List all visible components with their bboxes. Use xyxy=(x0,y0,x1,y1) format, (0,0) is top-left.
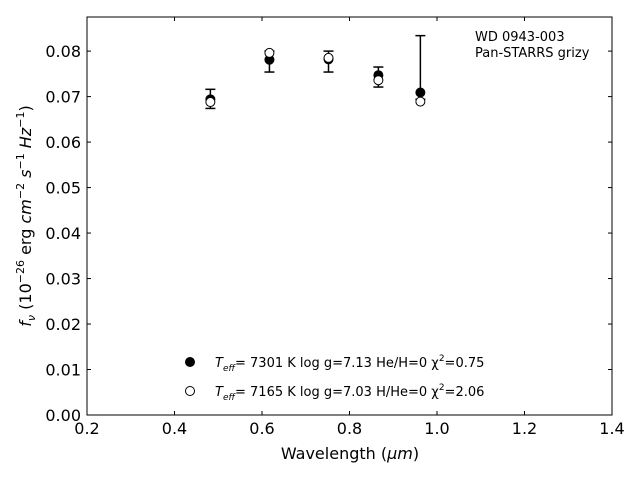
legend: Teff= 7301 K log g=7.13 He/H=0 χ2=0.75 T… xyxy=(185,354,484,403)
y-label-open: (10 xyxy=(16,283,35,315)
plot-frame xyxy=(86,16,613,416)
x-tick-label: 1.2 xyxy=(512,419,537,438)
x-tick-label: 0.4 xyxy=(162,419,187,438)
legend-marker-open xyxy=(185,386,195,396)
y-tick-label: 0.02 xyxy=(45,315,81,334)
legend-2-sub: eff xyxy=(223,393,237,403)
y-label-exp26: −26 xyxy=(14,260,27,283)
legend-1-teff: T xyxy=(215,356,224,371)
y-tick-label: 0.01 xyxy=(45,361,81,380)
x-tick-label: 0.6 xyxy=(249,419,274,438)
legend-2-chi: =2.06 xyxy=(445,385,485,400)
y-label-exp1a: −1 xyxy=(14,153,27,169)
legend-label-1: Teff= 7301 K log g=7.13 He/H=0 χ2=0.75 xyxy=(215,354,484,374)
y-tick-label: 0.03 xyxy=(45,270,81,289)
legend-1-chi: =0.75 xyxy=(445,356,485,371)
model-point-open xyxy=(323,52,334,63)
y-label-exp2: −2 xyxy=(14,183,27,199)
legend-2-teff: T xyxy=(215,385,224,400)
data-marks xyxy=(205,34,426,110)
x-tick-label: 0.8 xyxy=(337,419,362,438)
axis-ticks: 0.2 0.4 0.6 0.8 1.0 1.2 1.4 0.00 0.01 0.02 0.03 0.0… xyxy=(45,17,625,438)
x-axis-label-unit: μm xyxy=(386,444,413,463)
y-tick-label: 0.04 xyxy=(45,224,81,243)
legend-1-sub: eff xyxy=(223,364,237,374)
x-tick-label: 1.4 xyxy=(599,419,624,438)
y-label-f: f xyxy=(16,319,35,327)
y-label-erg: erg xyxy=(16,224,35,260)
x-axis-label: Wavelength (μm) xyxy=(281,444,419,463)
annotation-line-1: WD 0943-003 xyxy=(475,30,565,45)
legend-label-2: Teff= 7165 K log g=7.03 H/He=0 χ2=2.06 xyxy=(215,383,484,403)
annotation-line-2: Pan-STARRS grizy xyxy=(475,46,590,61)
legend-1-value: = 7301 K log g=7.13 He/H=0 χ xyxy=(235,356,439,371)
y-tick-label: 0.00 xyxy=(45,406,81,425)
x-axis-label-close: ) xyxy=(413,444,419,463)
y-label-close: ) xyxy=(16,105,35,111)
annotation: WD 0943-003 Pan-STARRS grizy xyxy=(475,30,590,61)
model-point-open xyxy=(264,47,275,58)
y-label-exp1b: −1 xyxy=(14,112,27,128)
y-tick-label: 0.08 xyxy=(45,42,81,61)
x-tick-label: 0.2 xyxy=(74,419,99,438)
y-axis-label: fν (10−26 erg cm−2 s−1 Hz−1) xyxy=(14,105,38,326)
y-tick-label: 0.07 xyxy=(45,88,81,107)
x-axis-label-main: Wavelength ( xyxy=(281,444,387,463)
legend-2-sup: 2 xyxy=(439,383,445,393)
y-label-hz: Hz xyxy=(16,127,35,153)
y-label-nu: ν xyxy=(25,315,38,321)
legend-1-sup: 2 xyxy=(439,354,445,364)
legend-2-value: = 7165 K log g=7.03 H/He=0 χ xyxy=(235,385,439,400)
model-point-open xyxy=(205,97,216,108)
y-tick-label: 0.05 xyxy=(45,179,81,198)
model-point-open xyxy=(415,96,426,107)
x-tick-label: 1.0 xyxy=(424,419,449,438)
model-point-filled xyxy=(415,87,426,98)
legend-marker-filled xyxy=(185,357,195,367)
y-label-cm: cm xyxy=(16,199,35,223)
y-tick-label: 0.06 xyxy=(45,133,81,152)
model-point-open xyxy=(373,75,384,86)
y-label-s: s xyxy=(16,170,35,183)
